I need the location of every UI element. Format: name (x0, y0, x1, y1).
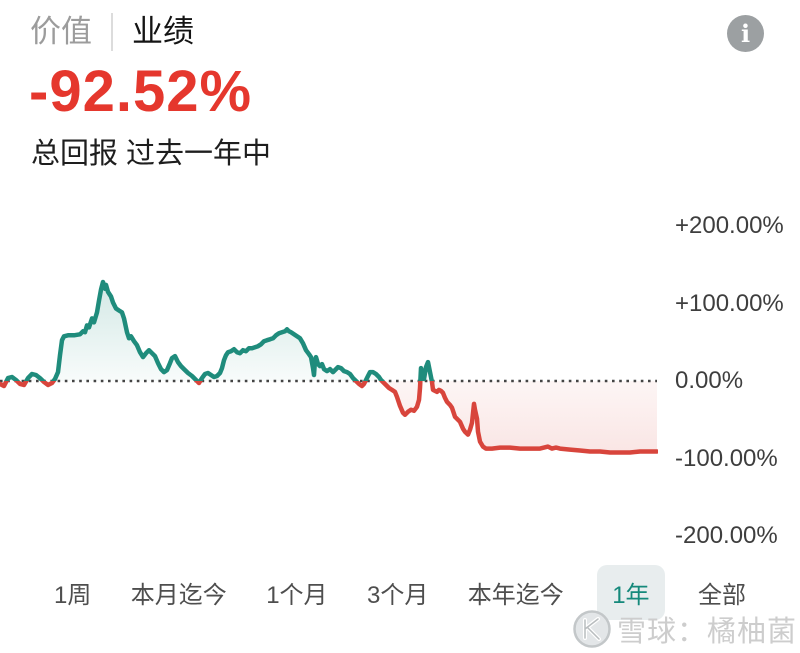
tab-value[interactable]: 价值 (30, 14, 92, 49)
header-tab-bar: 价值 业绩 (30, 12, 194, 52)
range-tab-1[interactable]: 1周 (54, 581, 92, 609)
info-icon-glyph: i (740, 18, 751, 48)
watermark-text: 雪球：橘柚菌 (616, 616, 797, 648)
y-tick--100: -100.00% (675, 444, 778, 472)
range-tab-4[interactable]: 3个月 (366, 581, 429, 609)
tab-performance[interactable]: 业绩 (132, 14, 194, 49)
y-tick--200: -200.00% (675, 522, 778, 549)
y-tick-200: +200.00% (675, 212, 784, 239)
line-negative-segment (0, 381, 658, 455)
range-tab-5[interactable]: 本年迄今 (467, 581, 564, 609)
positive-area-fill (0, 282, 657, 381)
xueqiu-logo-icon (573, 610, 611, 648)
range-tab-6[interactable]: 1年 (597, 564, 665, 620)
range-tab-2[interactable]: 本月迄今 (130, 581, 227, 609)
range-tab-7[interactable]: 全部 (697, 581, 746, 609)
range-tab-3[interactable]: 1个月 (266, 581, 328, 609)
time-range-tabs: 1周 本月迄今 1个月 3个月 本年迄今 1年 全部 (48, 564, 752, 620)
y-tick-100: +100.00% (675, 289, 784, 317)
info-icon[interactable]: i (727, 15, 764, 52)
total-return-value: -92.52% (29, 59, 253, 124)
negative-area-fill (0, 381, 657, 453)
header-tab-divider (111, 13, 113, 51)
y-tick-0: 0.00% (675, 367, 744, 394)
total-return-subtitle: 总回报 过去一年中 (31, 138, 272, 170)
line-positive-segment (4, 279, 435, 381)
watermark: 雪球：橘柚菌 (572, 607, 797, 651)
